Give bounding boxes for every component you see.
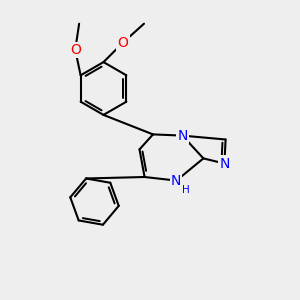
Text: O: O	[70, 43, 81, 57]
Text: O: O	[118, 36, 128, 50]
Text: N: N	[177, 129, 188, 142]
Text: N: N	[219, 157, 230, 170]
Text: H: H	[182, 184, 190, 195]
Text: N: N	[171, 174, 181, 188]
